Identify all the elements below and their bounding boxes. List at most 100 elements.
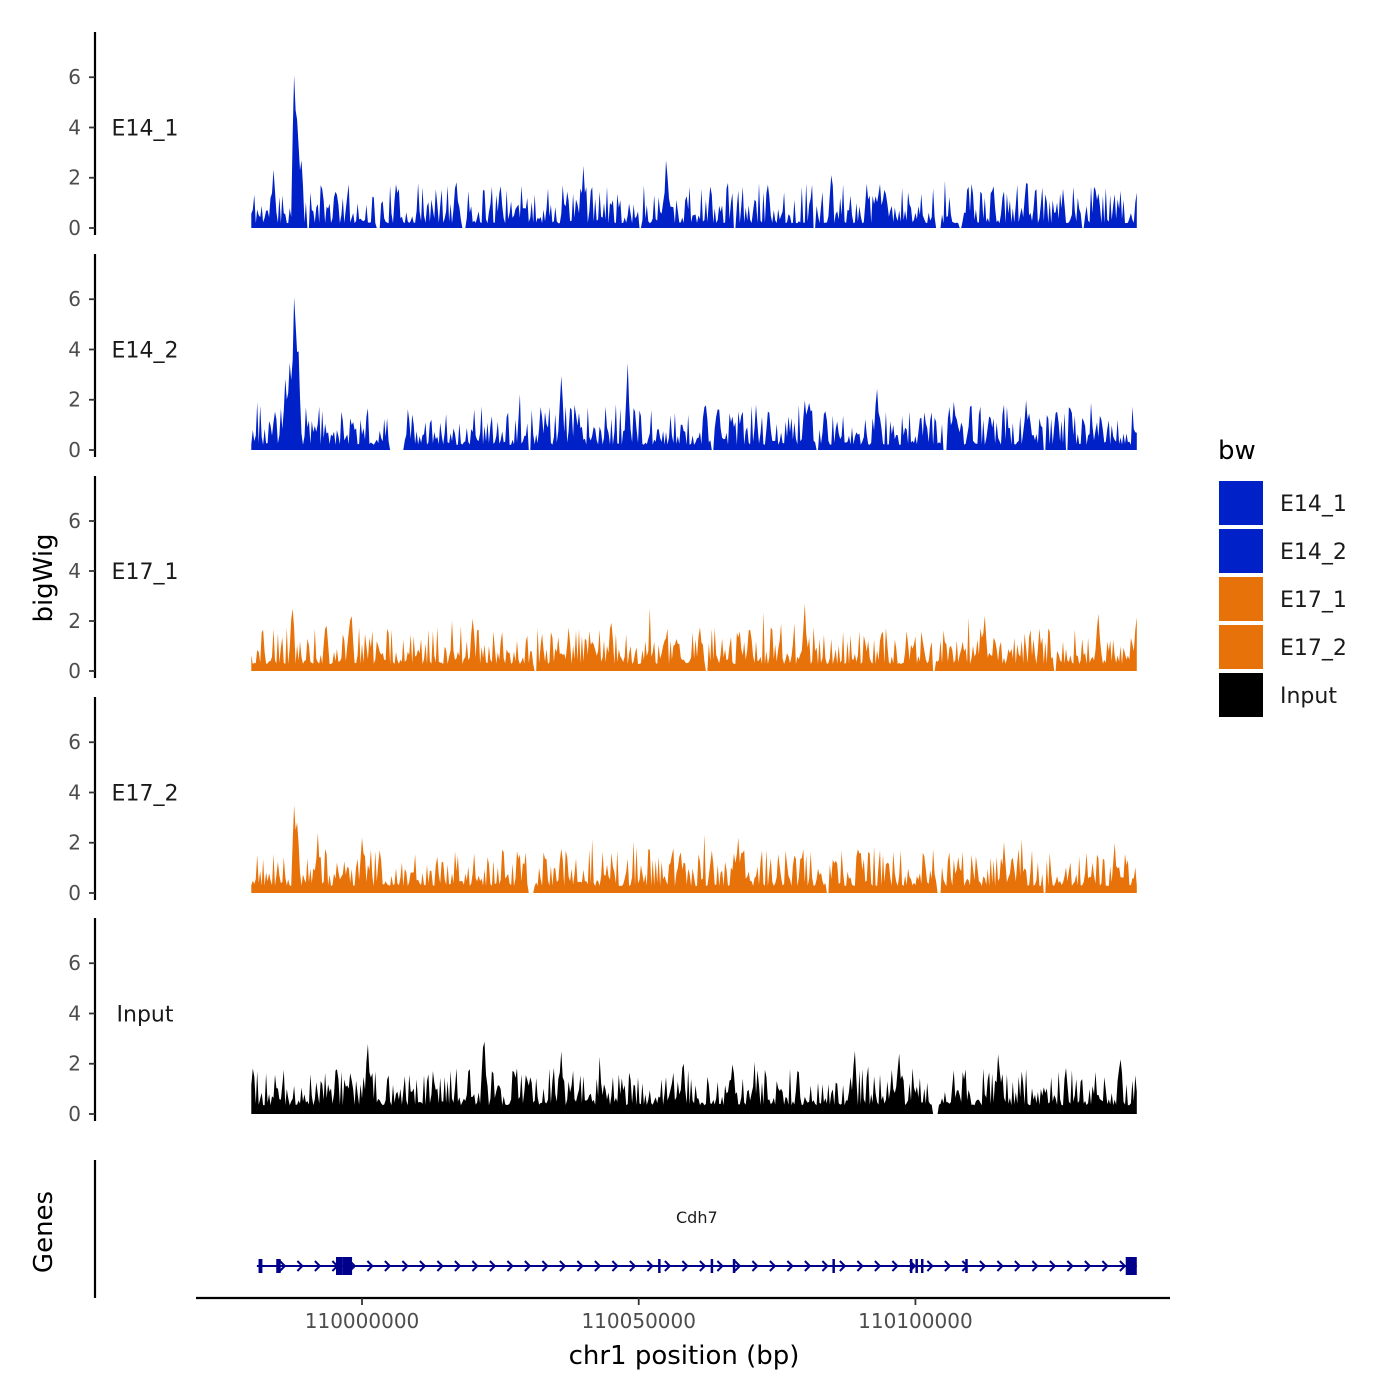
x-tick-label: 110050000 [581, 1309, 696, 1333]
signal-area-Input [251, 1041, 1137, 1114]
strand-arrow [576, 1260, 584, 1272]
strand-arrow [454, 1260, 462, 1272]
strand-arrow [804, 1260, 812, 1272]
legend-swatch [1217, 527, 1265, 575]
strand-arrow [419, 1260, 427, 1272]
gene-exon [258, 1259, 263, 1273]
legend-label: Input [1280, 684, 1337, 709]
strand-arrow [401, 1260, 409, 1272]
legend-label: E14_1 [1280, 492, 1347, 517]
track-Input: 0 2 4 6 Input [68, 918, 1137, 1126]
y-tick-label: 6 [68, 287, 81, 311]
gene-exon [920, 1259, 924, 1273]
signal-area-E17_1 [251, 603, 1137, 671]
y-tick-label: 2 [68, 1052, 81, 1076]
legend-label: E17_1 [1280, 588, 1347, 613]
strand-arrow [1014, 1260, 1022, 1272]
y-tick-label: 4 [68, 115, 81, 139]
strand-arrow [366, 1260, 374, 1272]
strand-arrow [926, 1260, 934, 1272]
y-tick-label: 4 [68, 1001, 81, 1025]
track-E17_2: 0 2 4 6 E17_2 [68, 697, 1137, 905]
legend-swatch [1217, 575, 1265, 623]
strand-arrow [506, 1260, 514, 1272]
gene-exon [965, 1259, 968, 1273]
strand-arrow [944, 1260, 952, 1272]
legend-swatch [1217, 623, 1265, 671]
track-label: E17_2 [112, 781, 179, 806]
y-tick-label: 2 [68, 166, 81, 190]
gene-exon [909, 1259, 913, 1273]
legend-label: E14_2 [1280, 540, 1347, 565]
gene-exon [342, 1257, 353, 1275]
strand-arrow [1101, 1260, 1109, 1272]
strand-arrow [489, 1260, 497, 1272]
strand-arrow [314, 1260, 322, 1272]
gene-exon [915, 1259, 918, 1273]
gene-exon [1125, 1257, 1137, 1275]
strand-arrow [751, 1260, 759, 1272]
bigwig-tracks: 0 2 4 6 E14_1 0 2 4 6 E14_2 0 2 4 6 E17_1 0 2 4 6 E17_2 0 2 4 6… [68, 32, 1137, 1126]
strand-arrow [629, 1260, 637, 1272]
strand-arrow [1066, 1260, 1074, 1272]
gene-exon [832, 1259, 835, 1273]
gene-name-label: Cdh7 [676, 1208, 718, 1227]
legend-title: bw [1218, 436, 1256, 466]
y-tick-label: 4 [68, 780, 81, 804]
y-tick-label: 4 [68, 337, 81, 361]
legend: bw E14_1 E14_2 E17_1 E17_2 Input [1217, 436, 1347, 719]
track-E14_1: 0 2 4 6 E14_1 [68, 32, 1137, 240]
strand-arrow [681, 1260, 689, 1272]
strand-arrow [786, 1260, 794, 1272]
y-tick-label: 4 [68, 559, 81, 583]
strand-arrow [769, 1260, 777, 1272]
gene-exon [336, 1257, 343, 1275]
strand-arrow [541, 1260, 549, 1272]
track-label: E14_1 [112, 116, 179, 141]
strand-arrow [839, 1260, 847, 1272]
y-tick-label: 2 [68, 609, 81, 633]
legend-label: E17_2 [1280, 636, 1347, 661]
gene-track: Cdh7 [93, 1160, 1137, 1298]
track-label: E14_2 [112, 338, 179, 363]
strand-arrow [874, 1260, 882, 1272]
track-E14_2: 0 2 4 6 E14_2 [68, 254, 1137, 462]
track-label: Input [117, 1002, 174, 1027]
strand-arrow [279, 1260, 287, 1272]
strand-arrow [891, 1260, 899, 1272]
signal-area-E14_2 [251, 297, 1137, 450]
y-axis-title: bigWig [29, 533, 59, 622]
y-tick-label: 2 [68, 831, 81, 855]
gene-exon [276, 1259, 281, 1273]
y-tick-label: 0 [68, 659, 81, 683]
y-tick-label: 0 [68, 1102, 81, 1126]
strand-arrow [611, 1260, 619, 1272]
track-E17_1: 0 2 4 6 E17_1 [68, 476, 1137, 683]
y-tick-label: 0 [68, 881, 81, 905]
y-tick-label: 6 [68, 730, 81, 754]
strand-arrow [664, 1260, 672, 1272]
genes-axis-title: Genes [29, 1191, 59, 1273]
gene-exon [732, 1259, 736, 1273]
strand-arrow [471, 1260, 479, 1272]
strand-arrow [996, 1260, 1004, 1272]
strand-arrow [1119, 1260, 1127, 1272]
strand-arrow [594, 1260, 602, 1272]
x-tick-label: 110000000 [305, 1309, 420, 1333]
strand-arrow [1084, 1260, 1092, 1272]
track-label: E17_1 [112, 560, 179, 585]
x-axis-title: chr1 position (bp) [569, 1341, 800, 1371]
strand-arrow [524, 1260, 532, 1272]
strand-arrow [1049, 1260, 1057, 1272]
strand-arrow [436, 1260, 444, 1272]
signal-area-E14_1 [251, 75, 1137, 229]
strand-arrow [856, 1260, 864, 1272]
x-tick-label: 110100000 [858, 1309, 973, 1333]
y-tick-label: 0 [68, 216, 81, 240]
y-tick-label: 6 [68, 951, 81, 975]
y-tick-label: 2 [68, 388, 81, 412]
gene-exon [710, 1259, 714, 1273]
strand-arrow [699, 1260, 707, 1272]
x-axis: 110000000 110050000 110100000 [196, 1296, 1170, 1333]
